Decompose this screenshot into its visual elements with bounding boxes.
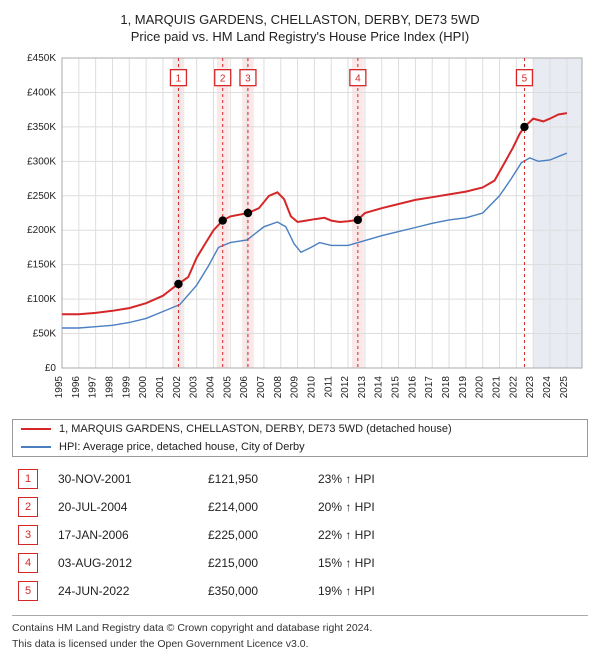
legend-item: HPI: Average price, detached house, City… bbox=[13, 438, 587, 456]
sale-badge: 1 bbox=[18, 469, 38, 489]
svg-text:2: 2 bbox=[220, 74, 226, 85]
svg-text:£300K: £300K bbox=[27, 156, 56, 167]
legend-label: HPI: Average price, detached house, City… bbox=[59, 441, 305, 453]
svg-text:£250K: £250K bbox=[27, 191, 56, 202]
sale-date: 03-AUG-2012 bbox=[58, 556, 208, 570]
svg-text:1: 1 bbox=[176, 74, 182, 85]
sale-price: £121,950 bbox=[208, 472, 318, 486]
svg-text:2014: 2014 bbox=[374, 376, 385, 399]
svg-text:2003: 2003 bbox=[189, 376, 200, 399]
svg-text:2013: 2013 bbox=[357, 376, 368, 399]
legend-item: 1, MARQUIS GARDENS, CHELLASTON, DERBY, D… bbox=[13, 420, 587, 438]
data-attribution: Contains HM Land Registry data © Crown c… bbox=[12, 615, 588, 651]
svg-text:2001: 2001 bbox=[155, 376, 166, 399]
svg-text:2019: 2019 bbox=[458, 376, 469, 399]
svg-text:2024: 2024 bbox=[542, 376, 553, 399]
legend: 1, MARQUIS GARDENS, CHELLASTON, DERBY, D… bbox=[12, 419, 588, 457]
title-address: 1, MARQUIS GARDENS, CHELLASTON, DERBY, D… bbox=[12, 12, 588, 27]
svg-text:2008: 2008 bbox=[273, 376, 284, 399]
chart-titles: 1, MARQUIS GARDENS, CHELLASTON, DERBY, D… bbox=[12, 12, 588, 44]
svg-text:2004: 2004 bbox=[205, 376, 216, 399]
svg-text:£350K: £350K bbox=[27, 122, 56, 133]
svg-text:2021: 2021 bbox=[492, 376, 503, 399]
title-sub: Price paid vs. HM Land Registry's House … bbox=[12, 29, 588, 44]
sale-vs-hpi: 15% ↑ HPI bbox=[318, 556, 375, 570]
legend-swatch bbox=[21, 446, 51, 448]
sale-price: £350,000 bbox=[208, 584, 318, 598]
svg-text:1998: 1998 bbox=[104, 376, 115, 399]
svg-text:1996: 1996 bbox=[71, 376, 82, 399]
sale-vs-hpi: 19% ↑ HPI bbox=[318, 584, 375, 598]
table-row: 5 24-JUN-2022£350,00019% ↑ HPI bbox=[12, 577, 588, 605]
sale-date: 20-JUL-2004 bbox=[58, 500, 208, 514]
svg-text:2018: 2018 bbox=[441, 376, 452, 399]
sale-vs-hpi: 22% ↑ HPI bbox=[318, 528, 375, 542]
svg-text:1997: 1997 bbox=[88, 376, 99, 399]
sale-badge: 2 bbox=[18, 497, 38, 517]
svg-text:4: 4 bbox=[355, 74, 361, 85]
sale-badge: 4 bbox=[18, 553, 38, 573]
sale-price: £214,000 bbox=[208, 500, 318, 514]
sale-price: £225,000 bbox=[208, 528, 318, 542]
sale-vs-hpi: 20% ↑ HPI bbox=[318, 500, 375, 514]
sale-badge: 3 bbox=[18, 525, 38, 545]
svg-text:2015: 2015 bbox=[391, 376, 402, 399]
table-row: 3 17-JAN-2006£225,00022% ↑ HPI bbox=[12, 521, 588, 549]
svg-text:£150K: £150K bbox=[27, 260, 56, 271]
svg-text:£100K: £100K bbox=[27, 294, 56, 305]
sales-table: 1 30-NOV-2001£121,95023% ↑ HPI 2 20-JUL-200… bbox=[12, 465, 588, 605]
footnote-line: Contains HM Land Registry data © Crown c… bbox=[12, 622, 588, 636]
legend-label: 1, MARQUIS GARDENS, CHELLASTON, DERBY, D… bbox=[59, 423, 452, 435]
svg-text:£450K: £450K bbox=[27, 53, 56, 64]
svg-text:2016: 2016 bbox=[407, 376, 418, 399]
svg-text:£200K: £200K bbox=[27, 225, 56, 236]
sale-badge: 5 bbox=[18, 581, 38, 601]
sale-price: £215,000 bbox=[208, 556, 318, 570]
footnote-line: This data is licensed under the Open Gov… bbox=[12, 638, 588, 652]
svg-text:£0: £0 bbox=[45, 363, 57, 374]
svg-text:2023: 2023 bbox=[525, 376, 536, 399]
sale-vs-hpi: 23% ↑ HPI bbox=[318, 472, 375, 486]
sale-date: 17-JAN-2006 bbox=[58, 528, 208, 542]
svg-text:2000: 2000 bbox=[138, 376, 149, 399]
svg-text:2002: 2002 bbox=[172, 376, 183, 399]
svg-text:2017: 2017 bbox=[424, 376, 435, 399]
svg-text:£50K: £50K bbox=[33, 329, 57, 340]
svg-text:2006: 2006 bbox=[239, 376, 250, 399]
svg-text:2020: 2020 bbox=[475, 376, 486, 399]
svg-text:3: 3 bbox=[245, 74, 251, 85]
legend-swatch bbox=[21, 428, 51, 430]
table-row: 2 20-JUL-2004£214,00020% ↑ HPI bbox=[12, 493, 588, 521]
svg-text:2010: 2010 bbox=[306, 376, 317, 399]
svg-text:2005: 2005 bbox=[222, 376, 233, 399]
table-row: 4 03-AUG-2012£215,00015% ↑ HPI bbox=[12, 549, 588, 577]
svg-text:1995: 1995 bbox=[54, 376, 65, 399]
svg-text:£400K: £400K bbox=[27, 87, 56, 98]
sale-date: 30-NOV-2001 bbox=[58, 472, 208, 486]
sale-date: 24-JUN-2022 bbox=[58, 584, 208, 598]
svg-text:2011: 2011 bbox=[323, 376, 334, 398]
svg-text:2022: 2022 bbox=[508, 376, 519, 399]
svg-text:2007: 2007 bbox=[256, 376, 267, 399]
svg-text:2012: 2012 bbox=[340, 376, 351, 399]
svg-text:1999: 1999 bbox=[121, 376, 132, 399]
table-row: 1 30-NOV-2001£121,95023% ↑ HPI bbox=[12, 465, 588, 493]
svg-text:2009: 2009 bbox=[290, 376, 301, 399]
price-hpi-chart: £0 £50K £100K £150K £200K £250K £300K £350K £400… bbox=[12, 48, 588, 413]
svg-text:5: 5 bbox=[522, 74, 528, 85]
svg-text:2025: 2025 bbox=[559, 376, 570, 399]
